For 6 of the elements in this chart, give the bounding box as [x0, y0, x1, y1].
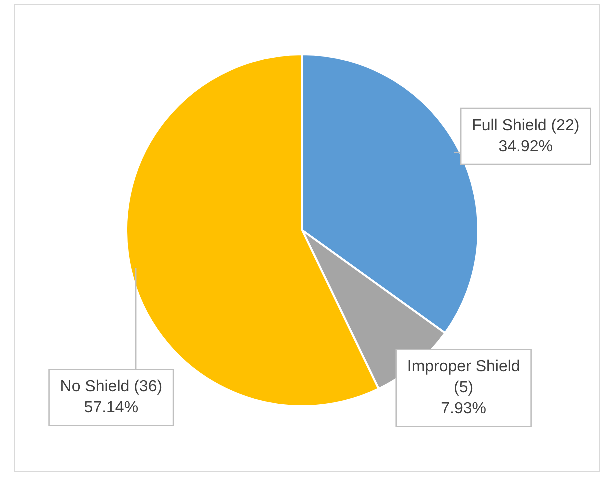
- slice-label: No Shield (36): [60, 378, 163, 396]
- slice-label: Improper Shield (5): [407, 358, 520, 397]
- slice-label: Full Shield (22): [472, 117, 580, 134]
- data-label: 34.92%: [498, 138, 553, 156]
- data-label: 7.93%: [441, 400, 487, 418]
- data-label: 57.14%: [84, 400, 139, 417]
